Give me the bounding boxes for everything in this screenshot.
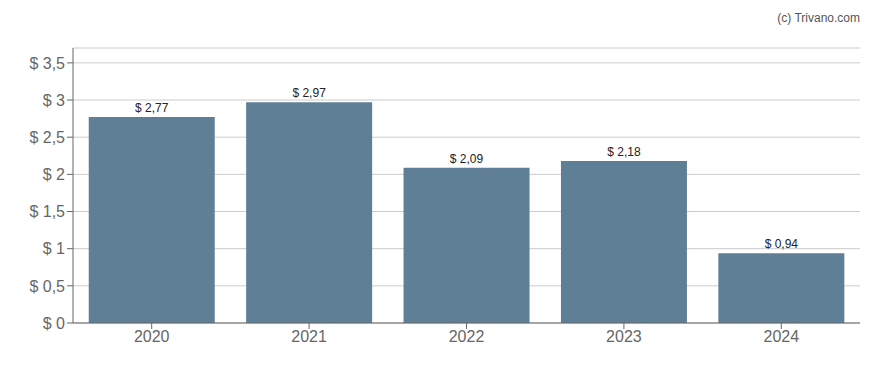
svg-text:$ 3,5: $ 3,5: [29, 55, 65, 72]
svg-text:$ 0,5: $ 0,5: [29, 278, 65, 295]
svg-text:2020: 2020: [134, 328, 170, 345]
svg-text:$ 2,77: $ 2,77: [135, 101, 169, 115]
html-text:(c) Trivano.com: (c) Trivano.com: [777, 11, 860, 25]
svg-text:2022: 2022: [449, 328, 485, 345]
svg-text:$ 2: $ 2: [43, 166, 65, 183]
svg-text:2023: 2023: [606, 328, 642, 345]
svg-text:$ 1: $ 1: [43, 240, 65, 257]
svg-text:2021: 2021: [291, 328, 327, 345]
svg-text:$ 2,09: $ 2,09: [450, 152, 484, 166]
svg-text:$ 3: $ 3: [43, 92, 65, 109]
svg-text:$ 2,18: $ 2,18: [607, 145, 641, 159]
svg-text:$ 1,5: $ 1,5: [29, 203, 65, 220]
svg-text:2024: 2024: [764, 328, 800, 345]
svg-text:$ 2,97: $ 2,97: [292, 86, 326, 100]
svg-text:$ 0: $ 0: [43, 315, 65, 332]
svg-text:$ 2,5: $ 2,5: [29, 129, 65, 146]
svg-text:$ 0,94: $ 0,94: [765, 237, 799, 251]
